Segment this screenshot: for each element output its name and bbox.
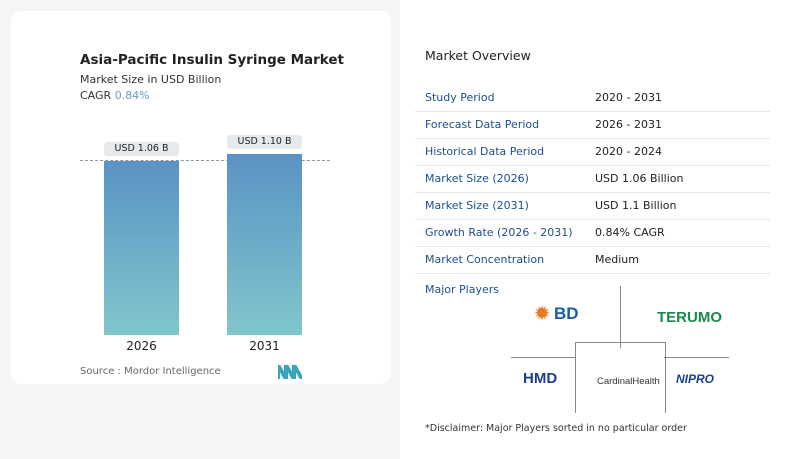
player-logo-cardinal-health: CardinalHealth xyxy=(597,376,660,387)
chart-subtitle: Market Size in USD Billion xyxy=(80,73,222,86)
data-label: USD 1.10 B xyxy=(227,135,302,150)
row-label: Market Size (2026) xyxy=(425,172,529,185)
row-value: 2026 - 2031 xyxy=(595,118,662,131)
row-label: Growth Rate (2026 - 2031) xyxy=(425,226,573,239)
row-label: Historical Data Period xyxy=(425,145,545,158)
x-tick-label: 2031 xyxy=(249,339,280,353)
row-value: 2020 - 2024 xyxy=(595,145,662,158)
overview-row: Market Size (2026) USD 1.06 Billion xyxy=(415,165,770,193)
player-logo-nipro: NIPRO xyxy=(676,372,715,386)
overview-panel xyxy=(400,0,800,459)
row-label: Market Concentration xyxy=(425,253,545,266)
disclaimer: *Disclaimer: Major Players sorted in no … xyxy=(425,423,687,434)
player-logo-terumo: TERUMO xyxy=(657,309,722,326)
player-logo-bd: ✹ BD xyxy=(535,304,579,323)
x-tick-label: 2026 xyxy=(126,339,157,353)
divider xyxy=(575,342,666,413)
reference-line xyxy=(80,160,330,161)
row-value: 2020 - 2031 xyxy=(595,91,662,104)
cagr-value: 0.84% xyxy=(114,89,150,102)
bar-2031 xyxy=(227,154,302,335)
divider xyxy=(664,357,729,358)
bar-2026 xyxy=(104,161,179,335)
overview-row: Market Concentration Medium xyxy=(415,246,770,274)
row-label: Forecast Data Period xyxy=(425,118,540,131)
row-value: Medium xyxy=(595,253,639,266)
row-label: Market Size (2031) xyxy=(425,199,529,212)
overview-row: Market Size (2031) USD 1.1 Billion xyxy=(415,192,770,220)
mordor-logo-icon xyxy=(276,357,304,387)
overview-row: Study Period 2020 - 2031 xyxy=(415,84,770,112)
major-players-title: Major Players xyxy=(425,283,499,296)
divider xyxy=(620,286,621,348)
row-value: USD 1.1 Billion xyxy=(595,199,677,212)
row-value: 0.84% CAGR xyxy=(595,226,665,239)
row-label: Study Period xyxy=(425,91,495,104)
player-logo-hmd: HMD xyxy=(523,370,558,387)
cagr-label: CAGR xyxy=(80,89,112,102)
data-label: USD 1.06 B xyxy=(104,142,179,156)
row-value: USD 1.06 Billion xyxy=(595,172,684,185)
chart-card: Asia-Pacific Insulin Syringe Market Mark… xyxy=(11,11,391,387)
chart-title: Asia-Pacific Insulin Syringe Market xyxy=(80,52,345,68)
source-text: Source : Mordor Intelligence xyxy=(80,366,221,377)
overview-title: Market Overview xyxy=(425,48,531,63)
divider xyxy=(511,357,576,358)
overview-row: Historical Data Period 2020 - 2024 xyxy=(415,138,770,166)
overview-row: Growth Rate (2026 - 2031) 0.84% CAGR xyxy=(415,219,770,247)
overview-row: Forecast Data Period 2026 - 2031 xyxy=(415,111,770,139)
